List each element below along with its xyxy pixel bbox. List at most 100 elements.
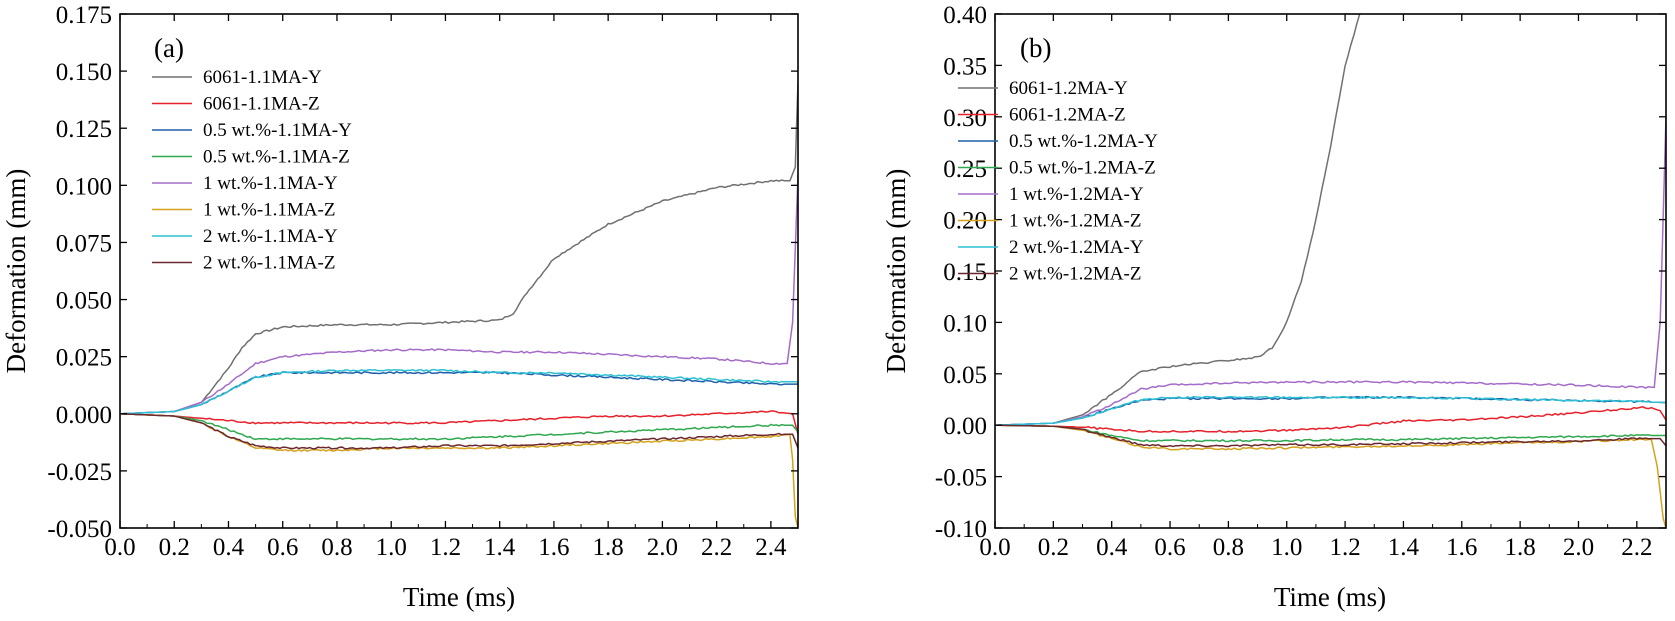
panel-a-x-tick-label: 0.4 [213, 534, 245, 561]
panel-b-y-tick-label: 0.00 [943, 413, 987, 440]
panel-a-legend-item: 1 wt.%-1.1MA-Z [152, 200, 335, 221]
panel-a-legend-label: 2 wt.%-1.1MA-Y [203, 226, 338, 247]
panel-a-legend-item: 0.5 wt.%-1.1MA-Z [152, 147, 350, 168]
panel-a-legend-item: 2 wt.%-1.1MA-Y [152, 226, 338, 247]
panel-a-legend-item: 0.5 wt.%-1.1MA-Y [152, 120, 352, 141]
panel-a-x-tick-label: 1.6 [538, 534, 569, 561]
panel-b-ticks: 0.400.350.300.250.200.150.100.050.00-0.0… [935, 2, 1666, 561]
panel-b-y-axis-title: Deformation (mm) [881, 169, 911, 374]
panel-a-y-tick-label: 0.150 [56, 59, 112, 86]
panel-a-y-tick-label: -0.025 [47, 459, 112, 486]
panel-a-legend-item: 6061-1.1MA-Y [152, 67, 322, 88]
panel-a-series-line-6 [120, 368, 798, 415]
panel-a-x-tick-label: 1.4 [484, 534, 516, 561]
panel-b-x-tick-label: 0.4 [1096, 534, 1128, 561]
panel-b-x-tick-label: 0.6 [1154, 534, 1185, 561]
panel-b-legend-item: 0.5 wt.%-1.2MA-Z [958, 158, 1156, 179]
panel-b-legend-item: 1 wt.%-1.2MA-Y [958, 184, 1144, 205]
panel-b-legend-item: 2 wt.%-1.2MA-Y [958, 237, 1144, 258]
panel-b-x-tick-label: 1.4 [1388, 534, 1420, 561]
panel-b-x-tick-label: 1.0 [1271, 534, 1302, 561]
panel-b-legend-label: 0.5 wt.%-1.2MA-Y [1009, 131, 1158, 152]
panel-b-legend-item: 2 wt.%-1.2MA-Z [958, 264, 1141, 285]
panel-b-y-tick-label: 0.30 [943, 105, 987, 132]
panel-a-x-tick-label: 2.0 [647, 534, 678, 561]
panel-b-legend-label: 2 wt.%-1.2MA-Z [1009, 264, 1141, 285]
panel-b-series-line-7 [995, 424, 1666, 448]
panel-a-legend-label: 6061-1.1MA-Y [203, 67, 322, 88]
panel-b-series-line-5 [995, 424, 1666, 528]
panel-a-x-tick-label: 0.6 [267, 534, 298, 561]
panel-b-y-tick-label: 0.40 [943, 2, 987, 29]
panel-a-legend-label: 0.5 wt.%-1.1MA-Y [203, 120, 352, 141]
panel-a-series-group [120, 82, 798, 528]
panel-a-x-tick-label: 2.4 [755, 534, 787, 561]
panel-a-y-tick-label: 0.025 [56, 345, 112, 372]
panel-a-legend-label: 1 wt.%-1.1MA-Y [203, 173, 338, 194]
panel-a-ticks: 0.175 0.150 0.125 0.100 0.075 0.050 0.025 0.000… [47, 2, 798, 561]
panel-a-legend: 6061-1.1MA-Y 6061-1.1MA-Z 0.5 wt.%-1.1MA-Y… [152, 67, 352, 274]
panel-b-x-tick-label: 0.8 [1213, 534, 1244, 561]
panel-b-legend-label: 6061-1.2MA-Y [1009, 78, 1128, 99]
panel-a-y-tick-label: 0.075 [56, 230, 112, 257]
panel-a-series-line-0 [120, 82, 798, 415]
panel-b-y-tick-label: 0.10 [943, 310, 987, 337]
panel-b-x-tick-label: 2.2 [1621, 534, 1652, 561]
panel-b-legend-label: 6061-1.2MA-Z [1009, 105, 1126, 126]
panel-a-x-tick-label: 1.2 [430, 534, 461, 561]
panel-a-y-tick-label: -0.050 [47, 516, 112, 543]
panel-a-y-tick-label: 0.125 [56, 116, 112, 143]
panel-a-y-tick-label: 0.050 [56, 288, 112, 315]
panel-b-series-group [995, 14, 1666, 528]
panel-b: 0.400.350.300.250.200.150.100.050.00-0.0… [881, 2, 1667, 612]
panel-a-x-tick-label: 0.8 [321, 534, 352, 561]
panel-b-legend-item: 0.5 wt.%-1.2MA-Y [958, 131, 1158, 152]
panel-b-legend-item: 6061-1.2MA-Z [958, 105, 1126, 126]
panel-b-y-tick-label: 0.15 [943, 259, 987, 286]
panel-b-legend-label: 2 wt.%-1.2MA-Y [1009, 237, 1144, 258]
panel-b-legend: 6061-1.2MA-Y 6061-1.2MA-Z 0.5 wt.%-1.2MA-Y… [958, 78, 1158, 285]
panel-b-series-line-1 [995, 406, 1666, 433]
panel-b-series-line-3 [995, 424, 1666, 443]
panel-a-y-tick-label: 0.100 [56, 173, 112, 200]
panel-b-y-tick-label: 0.35 [943, 53, 987, 80]
panel-b-legend-item: 6061-1.2MA-Y [958, 78, 1128, 99]
panel-b-x-tick-label: 1.8 [1505, 534, 1536, 561]
panel-a-legend-item: 2 wt.%-1.1MA-Z [152, 253, 335, 274]
panel-a-label: (a) [154, 33, 184, 63]
panel-b-plot-content [995, 14, 1666, 528]
panel-b-x-axis-title: Time (ms) [1274, 582, 1386, 612]
panel-b-y-tick-label: -0.05 [935, 465, 987, 492]
panel-a-series-line-1 [120, 410, 798, 435]
panel-b-legend-label: 1 wt.%-1.2MA-Z [1009, 211, 1141, 232]
panel-a-axes-frame [119, 13, 799, 529]
panel-a-legend-label: 0.5 wt.%-1.1MA-Z [203, 147, 350, 168]
panel-a-plot-content [120, 82, 798, 528]
panel-a-x-axis-title: Time (ms) [403, 582, 515, 612]
panel-b-label: (b) [1020, 33, 1051, 63]
panel-b-y-tick-label: 0.25 [943, 156, 987, 183]
panel-a-series-line-5 [120, 413, 798, 528]
panel-b-legend-item: 1 wt.%-1.2MA-Z [958, 211, 1141, 232]
panel-a-x-tick-label: 0.2 [159, 534, 190, 561]
panel-a-x-tick-label: 1.0 [376, 534, 407, 561]
panel-b-legend-label: 1 wt.%-1.2MA-Y [1009, 184, 1144, 205]
panel-b-x-tick-label: 1.6 [1446, 534, 1477, 561]
panel-b-legend-label: 0.5 wt.%-1.2MA-Z [1009, 158, 1156, 179]
panel-a-x-tick-label: 0.0 [104, 534, 135, 561]
panel-a-series-line-4 [120, 173, 798, 415]
panel-b-x-tick-label: 2.0 [1563, 534, 1594, 561]
panel-a-x-tick-label: 1.8 [593, 534, 624, 561]
panel-a-series-line-3 [120, 413, 798, 441]
panel-a-legend-label: 6061-1.1MA-Z [203, 94, 320, 115]
panel-b-x-tick-label: 1.2 [1329, 534, 1360, 561]
panel-a-legend-item: 6061-1.1MA-Z [152, 94, 320, 115]
panel-a-legend-label: 2 wt.%-1.1MA-Z [203, 253, 335, 274]
panel-b-x-tick-label: 0.2 [1038, 534, 1069, 561]
panel-b-x-tick-label: 0.0 [979, 534, 1010, 561]
panel-a-legend-item: 1 wt.%-1.1MA-Y [152, 173, 338, 194]
panel-b-y-tick-label: 0.05 [943, 362, 987, 389]
panel-a-y-tick-label: 0.000 [56, 402, 112, 429]
panel-a-y-tick-label: 0.175 [56, 2, 112, 29]
